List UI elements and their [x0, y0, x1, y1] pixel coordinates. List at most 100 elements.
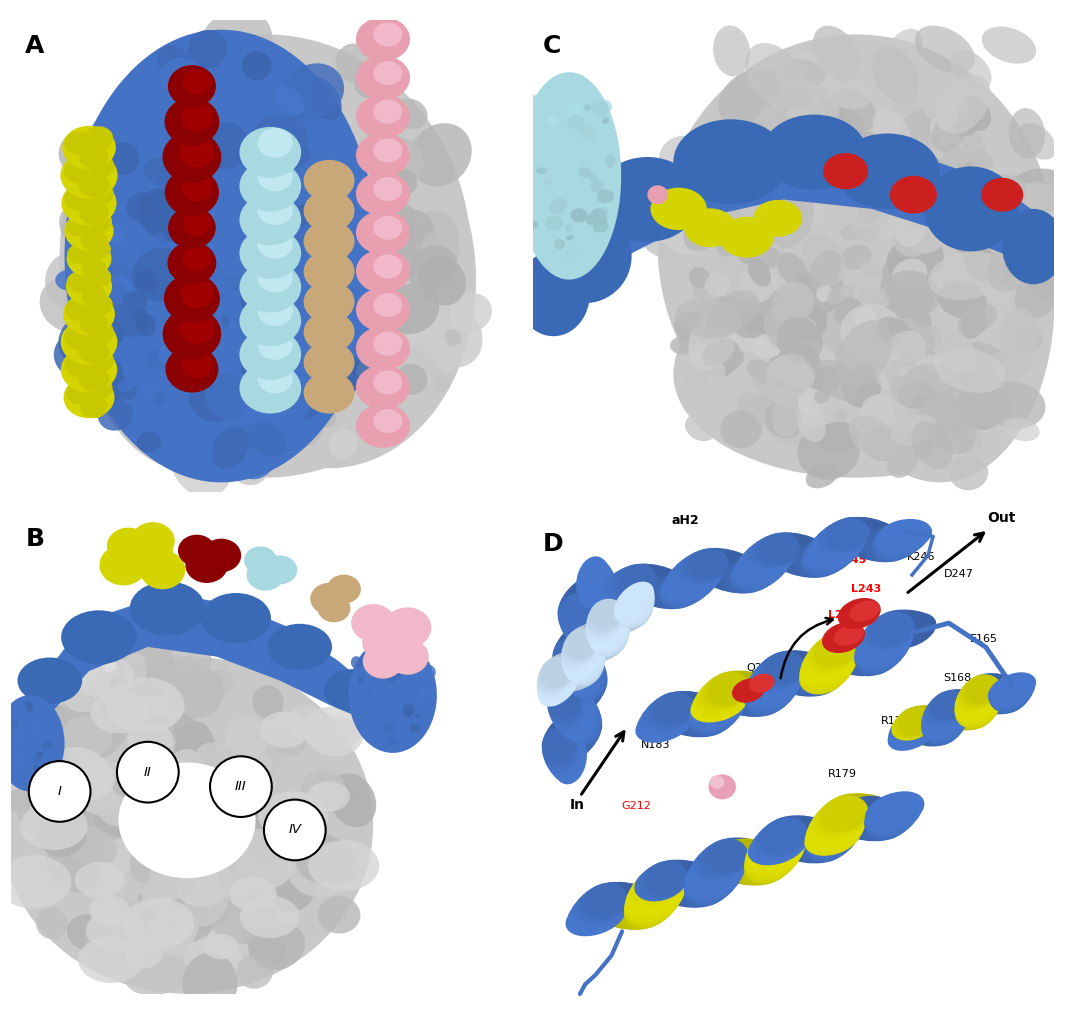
- Ellipse shape: [174, 155, 241, 220]
- Ellipse shape: [257, 292, 295, 339]
- Ellipse shape: [880, 257, 935, 318]
- Ellipse shape: [637, 702, 694, 738]
- Ellipse shape: [320, 175, 357, 211]
- Ellipse shape: [954, 684, 1003, 719]
- Ellipse shape: [865, 791, 924, 829]
- Ellipse shape: [251, 922, 305, 969]
- Ellipse shape: [133, 202, 150, 215]
- Ellipse shape: [591, 625, 626, 660]
- Ellipse shape: [248, 386, 292, 432]
- Ellipse shape: [854, 639, 901, 674]
- Ellipse shape: [814, 389, 829, 404]
- Ellipse shape: [676, 552, 726, 584]
- Ellipse shape: [164, 311, 213, 353]
- Ellipse shape: [887, 717, 936, 751]
- Text: K246: K246: [906, 553, 935, 563]
- Ellipse shape: [91, 767, 147, 827]
- Ellipse shape: [65, 298, 94, 321]
- Ellipse shape: [550, 198, 567, 214]
- Ellipse shape: [864, 324, 891, 346]
- Ellipse shape: [356, 133, 410, 177]
- Ellipse shape: [777, 252, 808, 286]
- Ellipse shape: [517, 72, 621, 280]
- Ellipse shape: [996, 211, 1012, 227]
- Ellipse shape: [929, 131, 963, 163]
- Ellipse shape: [88, 284, 118, 311]
- Ellipse shape: [781, 822, 840, 861]
- Ellipse shape: [840, 363, 882, 408]
- Ellipse shape: [304, 342, 355, 383]
- Ellipse shape: [204, 372, 247, 419]
- Ellipse shape: [326, 779, 355, 805]
- Ellipse shape: [930, 126, 985, 185]
- Ellipse shape: [715, 673, 771, 710]
- Ellipse shape: [773, 655, 831, 692]
- Ellipse shape: [825, 172, 847, 202]
- Ellipse shape: [134, 270, 159, 292]
- Ellipse shape: [81, 229, 108, 251]
- Ellipse shape: [258, 128, 293, 158]
- Ellipse shape: [65, 211, 114, 250]
- Ellipse shape: [252, 251, 291, 287]
- Ellipse shape: [153, 755, 186, 784]
- Ellipse shape: [875, 519, 932, 553]
- Ellipse shape: [383, 607, 431, 648]
- Ellipse shape: [772, 182, 817, 214]
- Ellipse shape: [241, 403, 259, 414]
- Ellipse shape: [284, 183, 317, 216]
- Ellipse shape: [64, 324, 95, 350]
- Ellipse shape: [111, 372, 153, 425]
- Ellipse shape: [564, 628, 599, 660]
- Ellipse shape: [1009, 238, 1036, 264]
- Ellipse shape: [356, 249, 410, 293]
- Ellipse shape: [226, 138, 269, 179]
- Ellipse shape: [808, 804, 867, 844]
- Ellipse shape: [559, 640, 594, 693]
- Ellipse shape: [351, 604, 395, 642]
- Text: aH3: aH3: [617, 582, 643, 595]
- Ellipse shape: [326, 270, 370, 315]
- Ellipse shape: [1002, 214, 1056, 263]
- Ellipse shape: [916, 103, 971, 151]
- Ellipse shape: [59, 713, 110, 762]
- Ellipse shape: [308, 781, 350, 811]
- Ellipse shape: [86, 267, 111, 287]
- Ellipse shape: [202, 854, 252, 902]
- Ellipse shape: [961, 278, 1005, 318]
- Ellipse shape: [678, 871, 726, 908]
- Ellipse shape: [784, 365, 815, 389]
- Ellipse shape: [999, 308, 1038, 362]
- Ellipse shape: [719, 217, 773, 258]
- Ellipse shape: [931, 690, 970, 721]
- Ellipse shape: [152, 910, 179, 935]
- Ellipse shape: [938, 281, 987, 318]
- Ellipse shape: [367, 689, 374, 695]
- Ellipse shape: [288, 839, 356, 897]
- Ellipse shape: [537, 659, 576, 700]
- Ellipse shape: [566, 698, 601, 744]
- Ellipse shape: [131, 522, 175, 560]
- Ellipse shape: [329, 774, 376, 827]
- Ellipse shape: [261, 343, 284, 373]
- Ellipse shape: [880, 218, 914, 237]
- Ellipse shape: [898, 706, 941, 737]
- Ellipse shape: [299, 189, 317, 208]
- Ellipse shape: [824, 518, 870, 551]
- Ellipse shape: [182, 244, 208, 272]
- Ellipse shape: [759, 532, 800, 565]
- Ellipse shape: [250, 180, 274, 199]
- Ellipse shape: [84, 182, 114, 206]
- Ellipse shape: [285, 146, 311, 168]
- Ellipse shape: [561, 623, 596, 674]
- Ellipse shape: [120, 653, 148, 687]
- Ellipse shape: [131, 385, 195, 442]
- Ellipse shape: [244, 334, 266, 357]
- Ellipse shape: [350, 656, 362, 669]
- Ellipse shape: [180, 314, 214, 345]
- Ellipse shape: [258, 229, 293, 259]
- Text: R179: R179: [828, 770, 856, 779]
- Ellipse shape: [568, 893, 627, 932]
- Ellipse shape: [554, 684, 589, 737]
- Ellipse shape: [738, 849, 787, 885]
- Ellipse shape: [99, 545, 147, 585]
